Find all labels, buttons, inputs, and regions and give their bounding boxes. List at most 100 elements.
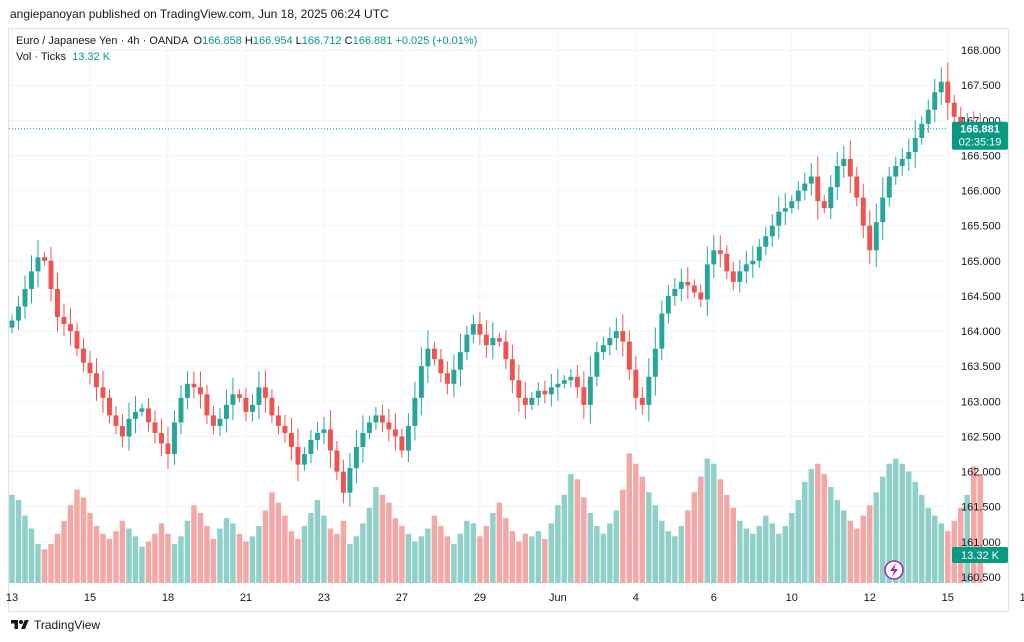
candle-body bbox=[906, 151, 912, 159]
candle-body bbox=[139, 408, 145, 412]
volume-bar bbox=[132, 536, 139, 583]
volume-bar bbox=[269, 492, 275, 583]
candle-body bbox=[262, 387, 268, 398]
volume-bar bbox=[412, 541, 418, 583]
candle-body bbox=[392, 429, 398, 437]
candle-body bbox=[587, 376, 593, 405]
candle-body bbox=[600, 345, 606, 353]
candle-body bbox=[496, 338, 502, 342]
candle-body bbox=[756, 246, 762, 261]
candle-body bbox=[652, 348, 658, 377]
price-axis[interactable]: 160.500 161.000 161.500 162.000 162.500 163.0… bbox=[961, 45, 1001, 584]
tradingview-brand[interactable]: TradingView bbox=[10, 618, 100, 632]
candle-body bbox=[113, 415, 119, 426]
volume-bar bbox=[977, 474, 983, 583]
volume-bar bbox=[724, 494, 730, 583]
volume-bar bbox=[561, 494, 568, 583]
volume-bar bbox=[750, 533, 756, 583]
volume-bar bbox=[87, 513, 93, 583]
candle-body bbox=[490, 338, 496, 346]
candle-body bbox=[698, 292, 704, 300]
volume-bar bbox=[503, 518, 509, 583]
lightning-button[interactable] bbox=[884, 560, 904, 580]
candle-body bbox=[42, 257, 47, 261]
candle-body bbox=[243, 397, 249, 412]
legend-close: 166.881 bbox=[352, 35, 393, 47]
time-tick-label: 27 bbox=[396, 592, 408, 604]
volume-bar bbox=[327, 528, 334, 583]
candle-body bbox=[438, 359, 444, 374]
candle-body bbox=[158, 432, 164, 444]
volume-bar bbox=[808, 468, 815, 583]
candle-body bbox=[171, 422, 177, 455]
volume-bar bbox=[41, 549, 48, 583]
volume-bar bbox=[600, 533, 607, 583]
last-price-value: 166.881 bbox=[960, 124, 1000, 136]
volume-bar bbox=[9, 494, 15, 583]
candle-body bbox=[477, 324, 483, 335]
volume-bar bbox=[880, 476, 886, 583]
volume-bar bbox=[399, 525, 405, 583]
candle-body bbox=[334, 450, 340, 472]
legend-low: 166.712 bbox=[301, 35, 342, 47]
candle-body bbox=[35, 257, 41, 272]
volume-bar bbox=[22, 515, 28, 583]
candle-body bbox=[854, 176, 860, 198]
candle-body bbox=[945, 81, 951, 103]
candle-body bbox=[847, 158, 853, 177]
time-axis[interactable]: 13 15 18 21 23 27 29 Jun 4 6 10 12 15 18 bbox=[6, 592, 1024, 604]
candle-body bbox=[802, 183, 808, 191]
price-tick-label: 165.500 bbox=[961, 221, 1001, 233]
volume-bar bbox=[470, 523, 477, 583]
candle-body bbox=[724, 253, 730, 272]
candle-body bbox=[737, 271, 743, 282]
candle-body bbox=[210, 415, 216, 426]
volume-bar bbox=[139, 546, 145, 583]
volume-bar bbox=[847, 520, 854, 583]
volume-bar bbox=[275, 502, 282, 583]
chart-frame[interactable] bbox=[8, 28, 1009, 612]
volume-bar bbox=[35, 544, 41, 583]
volume-bar bbox=[204, 525, 210, 583]
volume-bar bbox=[704, 458, 711, 583]
price-tick-label: 167.500 bbox=[961, 80, 1001, 92]
time-tick-label: 21 bbox=[240, 592, 252, 604]
price-tick-label: 163.500 bbox=[961, 361, 1001, 373]
candle-body bbox=[769, 225, 775, 237]
volume-bar bbox=[457, 533, 464, 583]
volume-bar bbox=[243, 541, 249, 583]
time-tick-label: 15 bbox=[84, 592, 96, 604]
volume-bar bbox=[646, 492, 652, 583]
volume-bar bbox=[262, 510, 269, 583]
price-tick-label: 164.500 bbox=[961, 291, 1001, 303]
candle-body bbox=[691, 285, 697, 293]
candle-body bbox=[834, 165, 840, 188]
volume-bar bbox=[444, 536, 451, 583]
candle-body bbox=[217, 418, 223, 426]
candle-body bbox=[763, 236, 769, 247]
time-tick-label: 13 bbox=[6, 592, 18, 604]
volume-bar bbox=[54, 533, 61, 583]
volume-bar bbox=[529, 536, 535, 583]
candle-body bbox=[542, 390, 548, 395]
candle-body bbox=[828, 187, 834, 209]
candle-body bbox=[867, 225, 873, 251]
volume-bar bbox=[782, 525, 789, 583]
volume-bar bbox=[360, 523, 366, 583]
candle-body bbox=[932, 92, 938, 110]
candle-body bbox=[841, 158, 847, 166]
candle-body bbox=[191, 383, 197, 388]
volume-bar bbox=[938, 523, 944, 583]
candle-body bbox=[789, 201, 795, 209]
volume-bar bbox=[217, 528, 223, 583]
volume-bar bbox=[477, 536, 483, 583]
candle-body bbox=[659, 313, 665, 349]
volume-bar bbox=[912, 481, 918, 583]
candle-body bbox=[230, 394, 236, 405]
volume-bar bbox=[438, 525, 444, 583]
candle-body bbox=[815, 176, 821, 202]
candle-body bbox=[81, 348, 86, 363]
volume-bar bbox=[568, 474, 574, 583]
volume-bar bbox=[698, 476, 704, 583]
